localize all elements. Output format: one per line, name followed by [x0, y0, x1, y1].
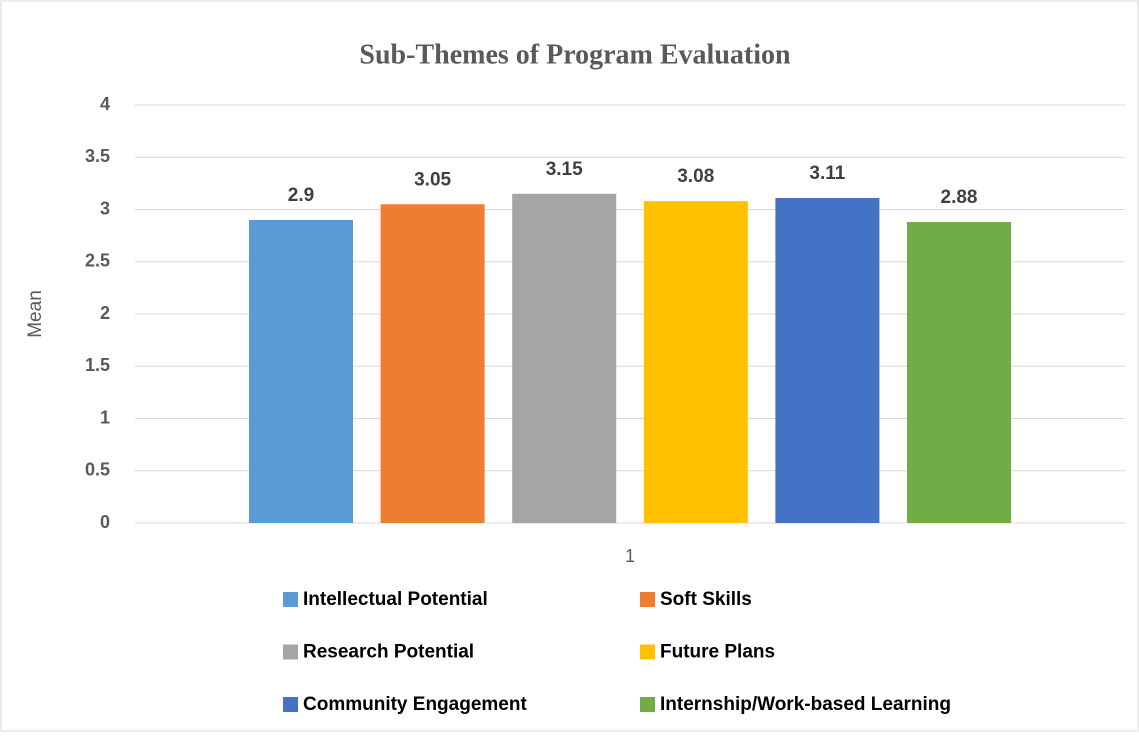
y-tick-label: 2.5 — [85, 251, 110, 271]
data-label: 2.88 — [941, 187, 978, 208]
y-tick-label: 0 — [100, 512, 110, 532]
data-label: 2.9 — [288, 185, 314, 206]
legend-swatch — [640, 697, 655, 712]
bar — [380, 204, 485, 523]
legend-swatch — [640, 644, 655, 660]
y-tick-label: 1.5 — [85, 355, 110, 375]
bar — [775, 198, 880, 523]
legend-swatch — [283, 697, 298, 712]
y-tick-label: 1 — [100, 407, 110, 427]
bar — [907, 222, 1011, 524]
legend-swatch — [640, 592, 655, 607]
y-tick-label: 4 — [100, 94, 110, 114]
y-axis-label: Mean — [25, 290, 46, 338]
bar — [249, 219, 353, 523]
legend-label: Future Plans — [660, 642, 775, 663]
y-tick-label: 3 — [100, 198, 110, 218]
legend-swatch — [283, 644, 298, 660]
data-label: 3.15 — [546, 159, 583, 180]
legend-swatch — [283, 592, 298, 607]
y-tick-label: 3.5 — [85, 146, 110, 166]
legend-label: Internship/Work-based Learning — [660, 694, 951, 715]
legend-label: Intellectual Potential — [303, 589, 488, 610]
chart-title: Sub-Themes of Program Evaluation — [359, 39, 791, 70]
bar — [643, 201, 748, 523]
legend-label: Research Potential — [303, 642, 474, 663]
data-label: 3.05 — [414, 169, 451, 190]
data-label: 3.11 — [809, 163, 845, 184]
y-tick-label: 2 — [100, 303, 110, 323]
data-label: 3.08 — [677, 166, 714, 187]
y-tick-label: 0.5 — [85, 460, 110, 480]
legend-label: Community Engagement — [303, 694, 527, 715]
x-tick-label: 1 — [625, 546, 635, 566]
bar — [512, 193, 617, 523]
legend-label: Soft Skills — [660, 589, 752, 610]
